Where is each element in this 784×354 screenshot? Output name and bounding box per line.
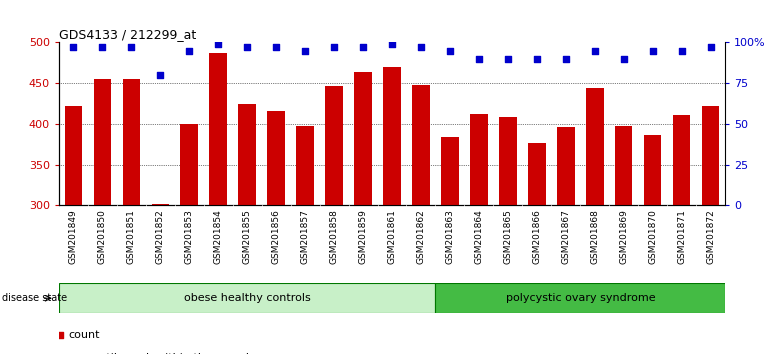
Point: [54, 333, 67, 338]
Point: [502, 56, 514, 62]
Text: GSM201861: GSM201861: [387, 209, 397, 264]
Text: GSM201865: GSM201865: [503, 209, 513, 264]
Bar: [557, 127, 575, 205]
Text: GSM201858: GSM201858: [329, 209, 339, 264]
Point: [444, 48, 456, 53]
Text: GSM201870: GSM201870: [648, 209, 657, 264]
Text: GDS4133 / 212299_at: GDS4133 / 212299_at: [59, 28, 196, 41]
Point: [589, 48, 601, 53]
Text: GSM201872: GSM201872: [706, 209, 715, 264]
Text: GSM201864: GSM201864: [474, 209, 484, 264]
Text: disease state: disease state: [2, 293, 67, 303]
Point: [415, 45, 427, 50]
Bar: [354, 72, 372, 205]
Text: GSM201869: GSM201869: [619, 209, 628, 264]
Bar: [180, 124, 198, 205]
Point: [676, 48, 688, 53]
Bar: [238, 103, 256, 205]
Text: GSM201855: GSM201855: [242, 209, 252, 264]
Point: [154, 72, 166, 78]
Text: polycystic ovary syndrome: polycystic ovary syndrome: [506, 293, 655, 303]
Bar: [267, 111, 285, 205]
Bar: [615, 126, 633, 205]
Bar: [122, 79, 140, 205]
Text: GSM201859: GSM201859: [358, 209, 368, 264]
Bar: [59, 283, 435, 313]
Text: GSM201849: GSM201849: [69, 209, 78, 264]
Text: GSM201856: GSM201856: [271, 209, 281, 264]
Bar: [499, 118, 517, 205]
Text: GSM201850: GSM201850: [98, 209, 107, 264]
Bar: [325, 86, 343, 205]
Point: [212, 41, 224, 47]
Bar: [151, 204, 169, 205]
Bar: [702, 106, 720, 205]
Point: [386, 41, 398, 47]
Point: [560, 56, 572, 62]
Point: [299, 48, 311, 53]
Bar: [412, 85, 430, 205]
Point: [241, 45, 253, 50]
Point: [183, 48, 195, 53]
Bar: [209, 53, 227, 205]
Point: [125, 45, 137, 50]
Point: [647, 48, 659, 53]
Text: GSM201866: GSM201866: [532, 209, 542, 264]
Point: [67, 45, 79, 50]
Bar: [673, 115, 691, 205]
Text: GSM201862: GSM201862: [416, 209, 426, 264]
Bar: [435, 283, 725, 313]
Point: [705, 45, 717, 50]
Point: [357, 45, 369, 50]
Text: GSM201867: GSM201867: [561, 209, 570, 264]
Bar: [528, 143, 546, 205]
Text: GSM201851: GSM201851: [127, 209, 136, 264]
Bar: [470, 114, 488, 205]
Text: GSM201854: GSM201854: [214, 209, 223, 264]
Bar: [296, 126, 314, 205]
Point: [96, 45, 108, 50]
Text: GSM201868: GSM201868: [590, 209, 599, 264]
Point: [473, 56, 485, 62]
Point: [328, 45, 340, 50]
Text: GSM201863: GSM201863: [445, 209, 455, 264]
Text: GSM201871: GSM201871: [677, 209, 686, 264]
Bar: [64, 106, 82, 205]
Text: percentile rank within the sample: percentile rank within the sample: [68, 353, 256, 354]
Bar: [441, 137, 459, 205]
Bar: [93, 79, 111, 205]
Point: [531, 56, 543, 62]
Text: GSM201857: GSM201857: [300, 209, 310, 264]
Bar: [644, 135, 662, 205]
Text: GSM201853: GSM201853: [185, 209, 194, 264]
Text: GSM201852: GSM201852: [156, 209, 165, 264]
Text: obese healthy controls: obese healthy controls: [183, 293, 310, 303]
Bar: [586, 88, 604, 205]
Point: [270, 45, 282, 50]
Point: [618, 56, 630, 62]
Text: count: count: [68, 330, 100, 341]
Bar: [383, 67, 401, 205]
